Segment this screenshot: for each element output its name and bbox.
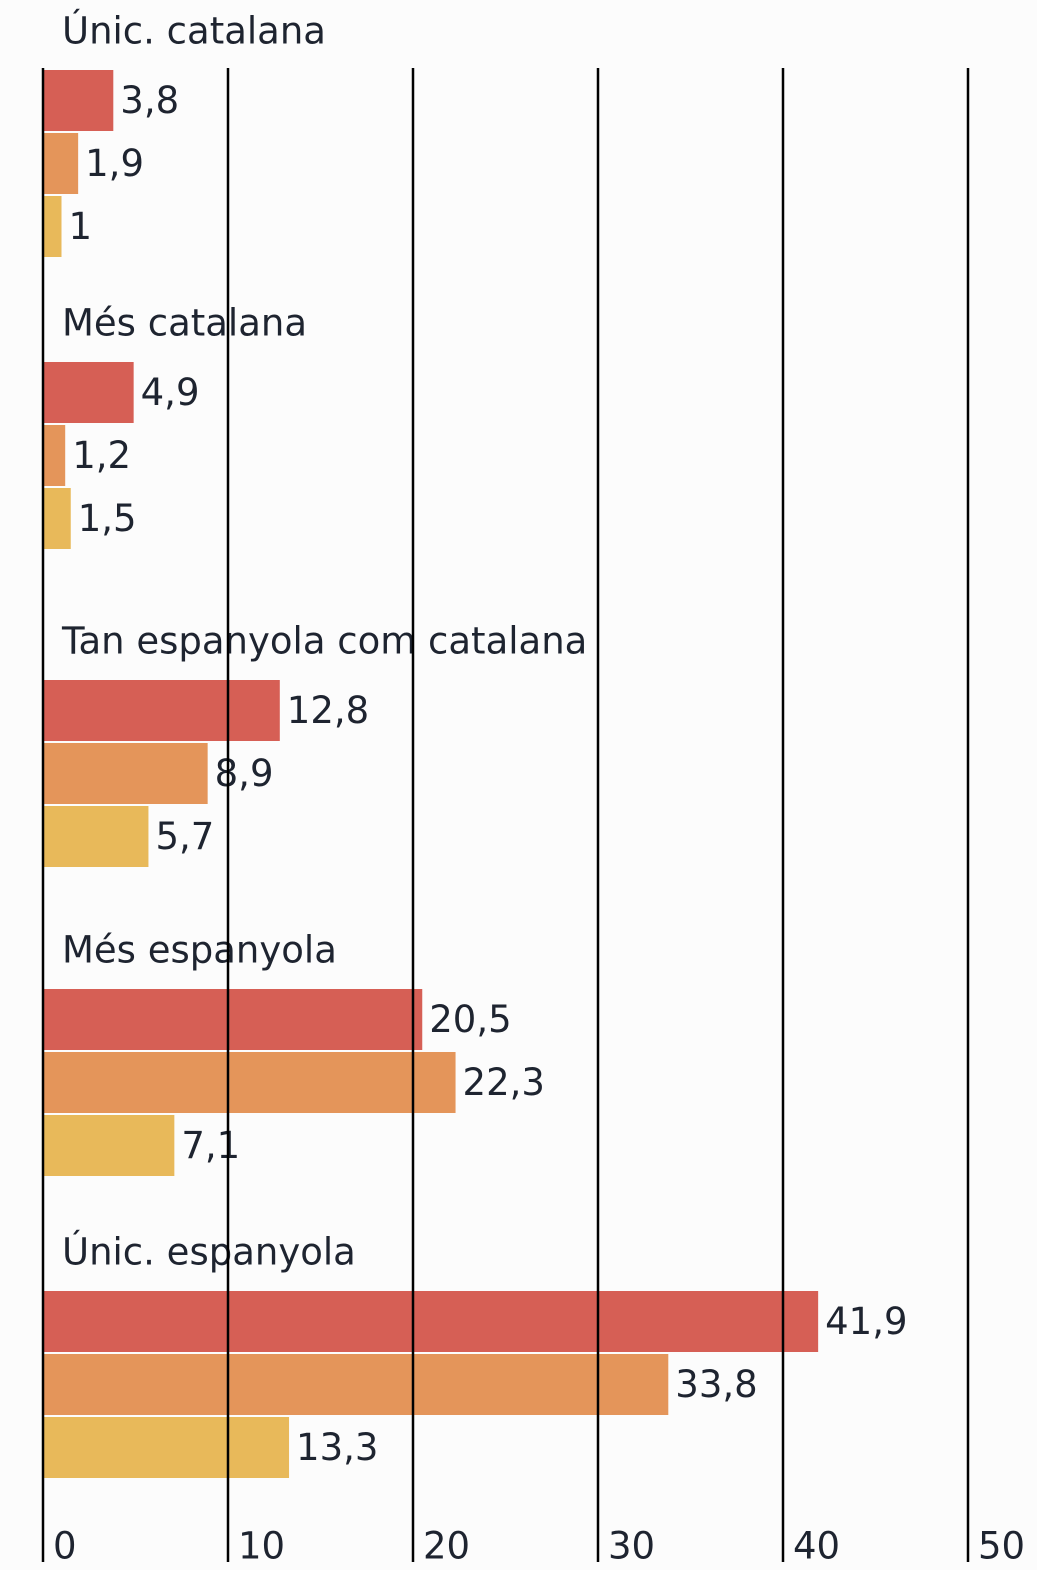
x-tick-label: 20 bbox=[423, 1525, 470, 1568]
bar bbox=[43, 133, 79, 194]
bar bbox=[43, 1354, 669, 1415]
value-label: 1,5 bbox=[78, 497, 137, 540]
value-label: 3,8 bbox=[120, 79, 179, 122]
bar bbox=[43, 806, 149, 867]
x-tick-label: 50 bbox=[978, 1525, 1025, 1568]
x-tick-label: 40 bbox=[793, 1525, 840, 1568]
value-label: 12,8 bbox=[287, 689, 369, 732]
bar bbox=[43, 680, 280, 741]
bar bbox=[43, 70, 114, 131]
bar bbox=[43, 1417, 290, 1478]
category-label: Més espanyola bbox=[62, 929, 337, 972]
category-label: Més catalana bbox=[62, 302, 307, 345]
bar bbox=[43, 425, 66, 486]
value-label: 33,8 bbox=[675, 1363, 757, 1406]
value-label: 22,3 bbox=[463, 1061, 545, 1104]
value-label: 8,9 bbox=[215, 752, 274, 795]
x-tick-label: 0 bbox=[53, 1525, 77, 1568]
bar bbox=[43, 989, 423, 1050]
value-label: 4,9 bbox=[141, 371, 200, 414]
bar bbox=[43, 1291, 819, 1352]
value-label: 7,1 bbox=[181, 1124, 240, 1167]
bar bbox=[43, 362, 134, 423]
category-label: Únic. catalana bbox=[62, 9, 326, 53]
bar bbox=[43, 1052, 456, 1113]
bar bbox=[43, 1115, 175, 1176]
value-label: 1 bbox=[69, 205, 93, 248]
value-label: 13,3 bbox=[296, 1426, 378, 1469]
value-label: 1,9 bbox=[85, 142, 144, 185]
bar bbox=[43, 488, 71, 549]
x-tick-label: 30 bbox=[608, 1525, 655, 1568]
bar bbox=[43, 196, 62, 257]
category-label: Tan espanyola com catalana bbox=[61, 620, 587, 663]
category-label: Únic. espanyola bbox=[62, 1230, 356, 1274]
bar bbox=[43, 743, 208, 804]
value-label: 5,7 bbox=[155, 815, 214, 858]
value-label: 20,5 bbox=[429, 998, 511, 1041]
x-tick-label: 10 bbox=[238, 1525, 285, 1568]
value-label: 1,2 bbox=[72, 434, 131, 477]
value-label: 41,9 bbox=[825, 1300, 907, 1343]
